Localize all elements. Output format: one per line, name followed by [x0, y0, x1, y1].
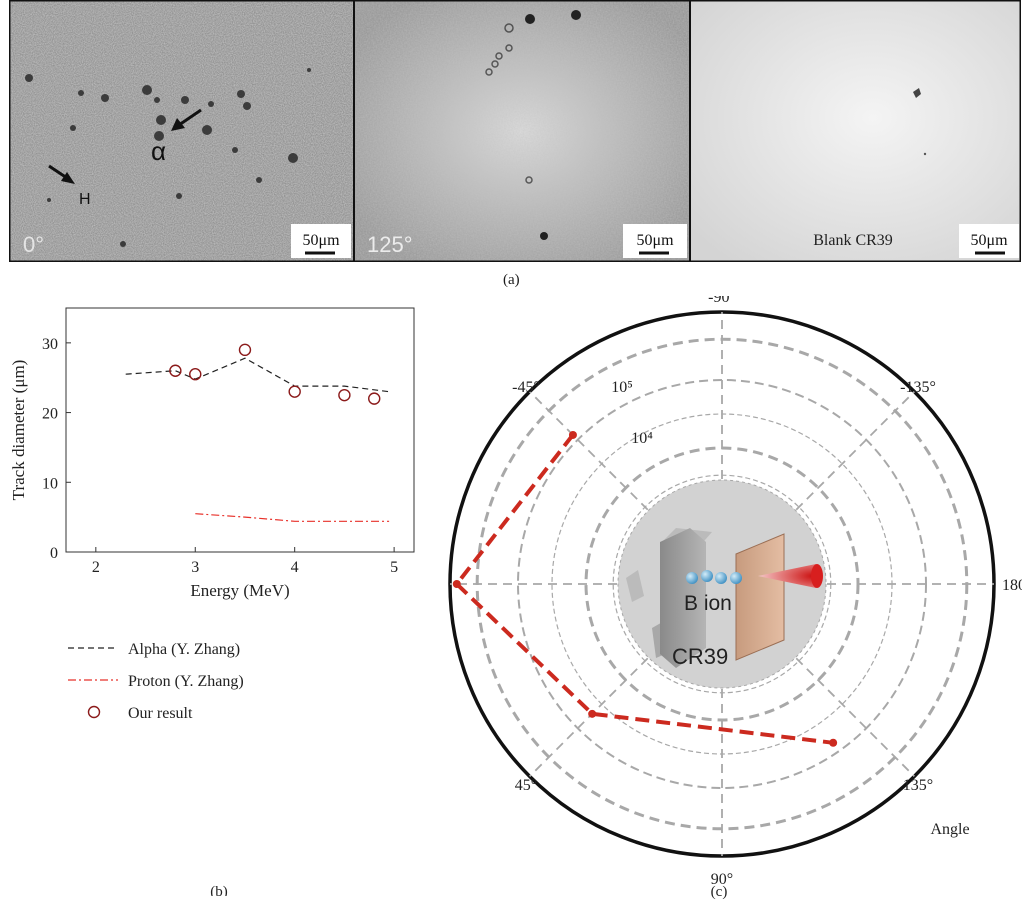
polar-data-point	[568, 430, 577, 439]
micrograph-blank: Blank CR39 50μm	[691, 0, 1021, 262]
legend-entry: Our result	[128, 705, 193, 722]
data-point-our-result	[288, 385, 301, 398]
b-ion-cluster-icon	[686, 570, 742, 584]
detector-tile	[626, 570, 644, 602]
micrograph-125deg: 125° 50μm	[355, 0, 689, 262]
blank-caption: Blank CR39	[813, 232, 893, 249]
angle-tick-label: 90°	[711, 871, 733, 888]
polar-series-line	[454, 433, 834, 745]
scale-label-2: 50μm	[636, 232, 674, 249]
angle-tick-label: -135°	[900, 379, 936, 396]
laser-beam-icon	[758, 564, 820, 588]
h-marker: H	[79, 191, 91, 208]
scale-label-3: 50μm	[970, 232, 1008, 249]
polar-data-point	[452, 580, 461, 588]
y-axis-label: Track diameter (μm)	[9, 360, 28, 501]
angle-tick-label: 180°	[1002, 577, 1022, 594]
angle-axis-label: Angle	[930, 821, 969, 838]
foil-plate	[735, 533, 785, 661]
angle-tick-label: 135°	[903, 777, 933, 794]
data-point-our-result	[169, 364, 182, 377]
legend-marker	[87, 705, 101, 719]
cr39-label: CR39	[672, 644, 728, 669]
angle-tick-label: -45°	[512, 379, 540, 396]
polar-data-point	[588, 709, 597, 718]
plot-frame	[65, 307, 415, 553]
series-line-1	[195, 513, 390, 522]
data-point-our-result	[368, 392, 381, 405]
radial-tick-label: 10⁴	[631, 430, 653, 447]
panel-b-label: (b)	[210, 884, 228, 896]
angle-label-125: 125°	[367, 232, 413, 257]
x-tick-label: 3	[191, 559, 199, 576]
y-tick-label: 30	[42, 336, 58, 353]
legend-entry: Alpha (Y. Zhang)	[128, 641, 240, 658]
alpha-marker: α	[151, 136, 166, 166]
y-tick-label: 10	[42, 475, 58, 492]
target-plate	[660, 528, 706, 668]
chart-b: 2 3 4 5 0 10 20 30 Energy (MeV) Track diameter …	[9, 307, 415, 896]
x-tick-label: 4	[291, 559, 299, 576]
angle-label-0: 0°	[23, 232, 44, 257]
panel-c-label: (c)	[711, 884, 728, 900]
micrograph-strip: α H 0° 50μm 125° 50μm B	[9, 0, 1021, 262]
series-line-0	[125, 357, 390, 393]
series-layer	[125, 343, 390, 522]
data-point-our-result	[338, 388, 351, 402]
y-tick-label: 20	[42, 406, 58, 423]
angle-tick-label: -90°	[708, 296, 736, 306]
scale-label-1: 50μm	[302, 232, 340, 249]
x-tick-label: 2	[92, 559, 100, 576]
legend: Alpha (Y. Zhang) Proton (Y. Zhang) Our res…	[68, 641, 244, 722]
y-tick-label: 0	[50, 545, 58, 562]
polar-data-point	[829, 738, 838, 747]
chart-c: B ion CR39 -90°-135°180°135°90°45°0°-45°…	[448, 296, 1022, 900]
radial-tick-label: 10⁵	[611, 379, 633, 396]
b-ion-label: B ion	[684, 592, 732, 615]
data-point-our-result	[189, 368, 202, 381]
data-point-our-result	[238, 343, 252, 357]
legend-entry: Proton (Y. Zhang)	[128, 673, 244, 690]
x-axis-label: Energy (MeV)	[190, 581, 289, 600]
inset-illustration: B ion CR39	[617, 479, 827, 689]
axis-ticks: 2 3 4 5 0 10 20 30	[42, 336, 398, 576]
micrograph-0deg: α H 0° 50μm	[9, 0, 353, 262]
angle-tick-label: 45°	[515, 777, 537, 794]
x-tick-label: 5	[390, 559, 398, 576]
polar-series	[452, 430, 838, 747]
panel-a-label: (a)	[503, 272, 520, 288]
